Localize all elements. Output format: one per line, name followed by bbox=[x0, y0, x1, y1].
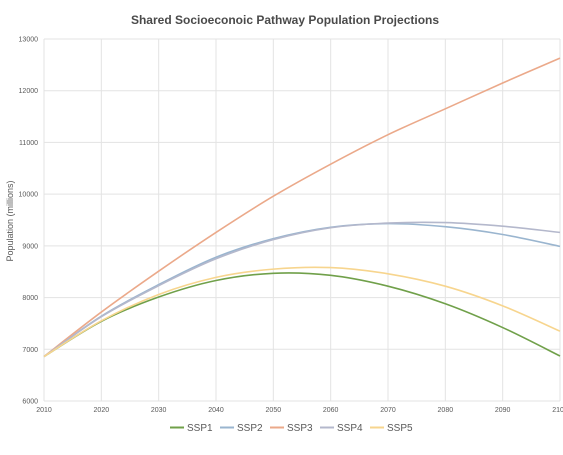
y-tick-label: 7000 bbox=[22, 347, 38, 354]
y-axis-label: Population (millions) bbox=[5, 180, 15, 261]
y-tick-label: 10000 bbox=[19, 192, 39, 199]
x-tick-label: 2040 bbox=[208, 407, 224, 414]
chart-title: Shared Socioeconoic Pathway Population P… bbox=[131, 13, 439, 27]
y-tick-label: 11000 bbox=[19, 140, 38, 147]
legend-label-ssp3: SSP3 bbox=[287, 423, 313, 434]
grid-layer bbox=[43, 38, 561, 402]
x-tick-label: 2030 bbox=[151, 407, 167, 414]
legend-label-ssp1: SSP1 bbox=[187, 423, 213, 434]
x-tick-label: 2090 bbox=[495, 407, 511, 414]
y-tick-label: 8000 bbox=[22, 295, 38, 302]
y-tick-label: 13000 bbox=[19, 37, 39, 44]
x-tick-label: 2050 bbox=[266, 407, 282, 414]
legend: SSP1 SSP2 SSP3 SSP4 SSP5 bbox=[170, 423, 413, 434]
series-layer bbox=[43, 57, 561, 358]
legend-label-ssp2: SSP2 bbox=[237, 423, 263, 434]
x-tick-label: 2100 bbox=[552, 407, 563, 414]
legend-label-ssp4: SSP4 bbox=[337, 423, 363, 434]
axis-layer: 6000 7000 8000 9000 10000 11000 12000 13000 2010… bbox=[19, 37, 563, 415]
series-line-ssp2 bbox=[43, 222, 561, 358]
legend-label-ssp5: SSP5 bbox=[387, 423, 413, 434]
x-tick-label: 2080 bbox=[438, 407, 454, 414]
x-tick-label: 2010 bbox=[36, 407, 52, 414]
series-line-ssp1 bbox=[43, 272, 561, 358]
y-tick-label: 9000 bbox=[22, 243, 38, 250]
x-tick-label: 2060 bbox=[323, 407, 339, 414]
series-line-ssp3 bbox=[43, 57, 561, 358]
y-tick-label: 12000 bbox=[19, 88, 39, 95]
series-line-ssp5 bbox=[43, 266, 561, 358]
series-line-ssp4 bbox=[43, 221, 561, 358]
x-tick-label: 2070 bbox=[380, 407, 396, 414]
y-tick-label: 6000 bbox=[22, 399, 38, 406]
x-tick-label: 2020 bbox=[94, 407, 110, 414]
